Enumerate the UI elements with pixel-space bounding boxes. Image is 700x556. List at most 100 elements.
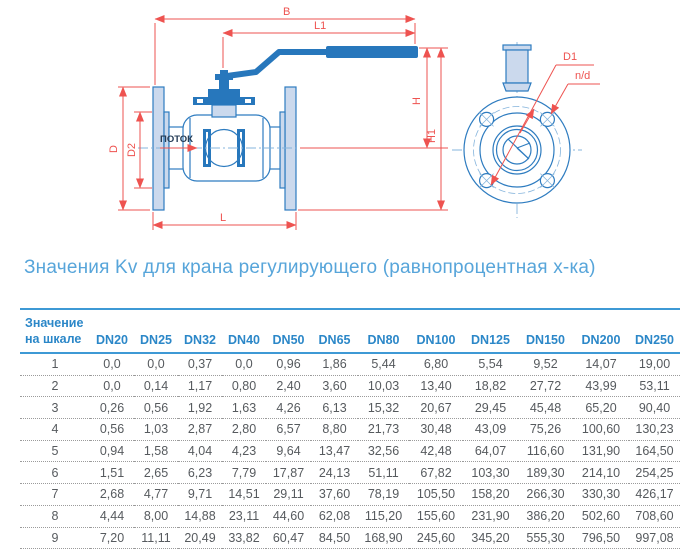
table-row: 6 1,51 2,65 6,23 7,79 17,87 24,13 51,11 67,82 103…	[20, 461, 680, 485]
dim-label-l: L	[220, 212, 226, 224]
kv-value-cell: 4,77	[134, 483, 178, 506]
kv-value-cell: 14,51	[222, 483, 266, 506]
kv-value-cell: 53,11	[629, 375, 680, 398]
dim-label-nd: n/d	[575, 70, 590, 82]
kv-value-cell: 3,60	[311, 375, 358, 398]
bonnet-neck	[211, 104, 237, 118]
kv-value-cell: 7,79	[222, 461, 266, 485]
kv-value-cell: 51,11	[358, 461, 409, 485]
side-view	[138, 46, 418, 211]
kv-value-cell: 708,60	[629, 505, 680, 528]
kv-value-cell: 65,20	[573, 396, 629, 420]
kv-value-cell: 426,17	[629, 483, 680, 506]
table-row: 4 0,56 1,03 2,87 2,80 6,57 8,80 21,73 30,48 43,09…	[20, 418, 680, 441]
handle-end-view	[502, 44, 532, 92]
kv-value-cell: 1,58	[134, 440, 178, 463]
kv-value-cell: 15,32	[358, 396, 409, 420]
table-row: 9 7,20 11,11 20,49 33,82 60,47 84,50 168,90 245,…	[20, 527, 680, 550]
table-row: 7 2,68 4,77 9,71 14,51 29,11 37,60 78,19 105,50 1…	[20, 483, 680, 506]
kv-value-cell: 796,50	[573, 527, 629, 550]
dim-label-d1: D1	[563, 51, 577, 63]
table-row: 3 0,26 0,56 1,92 1,63 4,26 6,13 15,32 20,67 29,45…	[20, 396, 680, 420]
kv-value-cell: 21,73	[358, 418, 409, 441]
kv-value-cell: 345,20	[463, 527, 518, 550]
flow-label: ПОТОК	[160, 134, 193, 145]
kv-value-cell: 189,30	[518, 461, 573, 485]
kv-value-cell: 0,14	[134, 375, 178, 398]
kv-value-cell: 0,37	[178, 353, 222, 376]
row-header: Значение на шкале	[20, 309, 90, 354]
kv-value-cell: 6,57	[266, 418, 311, 441]
kv-value-cell: 254,25	[629, 461, 680, 485]
kv-value-cell: 100,60	[573, 418, 629, 441]
kv-value-cell: 4,26	[266, 396, 311, 420]
kv-value-cell: 1,92	[178, 396, 222, 420]
kv-value-cell: 4,23	[222, 440, 266, 463]
col-header-dn25: DN25	[134, 309, 178, 354]
mounting-plate	[193, 97, 255, 105]
kv-value-cell: 2,40	[266, 375, 311, 398]
bolt-holes	[479, 111, 556, 189]
kv-value-cell: 23,11	[222, 505, 266, 528]
kv-value-cell: 1,03	[134, 418, 178, 441]
col-header-dn150: DN150	[518, 309, 573, 354]
kv-value-cell: 33,82	[222, 527, 266, 550]
kv-value-cell: 7,20	[90, 527, 134, 550]
col-header-dn80: DN80	[358, 309, 409, 354]
kv-value-cell: 0,0	[90, 375, 134, 398]
kv-value-cell: 45,48	[518, 396, 573, 420]
kv-value-cell: 67,82	[409, 461, 463, 485]
scale-value-cell: 5	[20, 440, 90, 463]
kv-value-cell: 0,56	[134, 396, 178, 420]
table-row: 2 0,0 0,14 1,17 0,80 2,40 3,60 10,03 13,40 18,82 2…	[20, 375, 680, 398]
kv-table: Значение на шкале DN20 DN25 DN32 DN40 DN50 DN…	[20, 308, 680, 550]
kv-value-cell: 44,60	[266, 505, 311, 528]
kv-value-cell: 0,26	[90, 396, 134, 420]
col-header-dn40: DN40	[222, 309, 266, 354]
kv-value-cell: 20,49	[178, 527, 222, 550]
scale-value-cell: 9	[20, 527, 90, 550]
kv-value-cell: 17,87	[266, 461, 311, 485]
kv-value-cell: 9,52	[518, 353, 573, 376]
kv-value-cell: 4,44	[90, 505, 134, 528]
scale-value-cell: 6	[20, 461, 90, 485]
kv-value-cell: 0,96	[266, 353, 311, 376]
header-row: Значение на шкале DN20 DN25 DN32 DN40 DN50 DN…	[20, 309, 680, 354]
kv-value-cell: 0,94	[90, 440, 134, 463]
kv-value-cell: 155,60	[409, 505, 463, 528]
kv-value-cell: 13,47	[311, 440, 358, 463]
handle-grip	[326, 46, 418, 58]
kv-value-cell: 214,10	[573, 461, 629, 485]
kv-value-cell: 42,48	[409, 440, 463, 463]
col-header-dn250: DN250	[629, 309, 680, 354]
col-header-dn125: DN125	[463, 309, 518, 354]
kv-value-cell: 24,13	[311, 461, 358, 485]
kv-value-cell: 10,03	[358, 375, 409, 398]
kv-value-cell: 6,13	[311, 396, 358, 420]
kv-table-wrapper: Значение на шкале DN20 DN25 DN32 DN40 DN50 DN…	[20, 308, 680, 550]
kv-value-cell: 75,26	[518, 418, 573, 441]
right-flange-collar	[279, 111, 286, 189]
left-flange-collar	[163, 111, 170, 189]
col-header-dn20: DN20	[90, 309, 134, 354]
kv-value-cell: 5,54	[463, 353, 518, 376]
dim-label-d: D	[108, 145, 120, 153]
kv-value-cell: 555,30	[518, 527, 573, 550]
kv-value-cell: 37,60	[311, 483, 358, 506]
kv-value-cell: 1,17	[178, 375, 222, 398]
stem-nut	[215, 74, 233, 80]
kv-value-cell: 5,44	[358, 353, 409, 376]
kv-value-cell: 0,0	[90, 353, 134, 376]
scale-value-cell: 4	[20, 418, 90, 441]
kv-value-cell: 84,50	[311, 527, 358, 550]
kv-value-cell: 19,00	[629, 353, 680, 376]
kv-value-cell: 116,60	[518, 440, 573, 463]
handle-lever	[224, 49, 331, 79]
kv-value-cell: 43,99	[573, 375, 629, 398]
kv-value-cell: 29,45	[463, 396, 518, 420]
kv-value-cell: 2,65	[134, 461, 178, 485]
kv-value-cell: 90,40	[629, 396, 680, 420]
kv-value-cell: 62,08	[311, 505, 358, 528]
kv-value-cell: 502,60	[573, 505, 629, 528]
